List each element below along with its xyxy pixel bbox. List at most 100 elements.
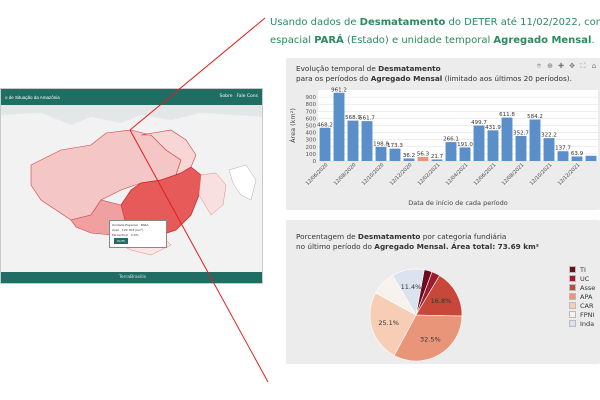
- pie-legend-label: FPNI: [580, 310, 595, 319]
- pie-slice-label: 32.5%: [420, 336, 441, 344]
- x-tick-label: 12/06/2020: [305, 162, 330, 187]
- x-tick-label: 12/12/2020: [389, 162, 414, 187]
- caption: Usando dados de Desmatamento do DETER at…: [270, 14, 600, 50]
- bar-value-label: 352.7: [513, 130, 529, 136]
- y-axis-label: Área (km²): [288, 108, 297, 143]
- x-tick-label: 12/06/2021: [473, 162, 498, 187]
- bar[interactable]: [445, 142, 457, 161]
- pie-legend-swatch: [569, 266, 576, 273]
- pie-chart[interactable]: 16.8% 32.5% 25.1% 11.4%: [286, 220, 486, 364]
- x-tick-label: 12/12/2021: [557, 162, 582, 187]
- footer-brand[interactable]: TerraBrasilis: [118, 275, 147, 280]
- y-tick-label: 700: [306, 109, 317, 115]
- pie-slice-label: 11.4%: [401, 283, 422, 291]
- map-dashboard: o de Situação da Amazônia Sobre Fale Con…: [0, 88, 263, 284]
- bar[interactable]: [501, 117, 513, 161]
- bar[interactable]: [361, 121, 373, 161]
- bar[interactable]: [529, 119, 541, 161]
- x-axis-label: Data de início de cada período: [408, 199, 508, 207]
- bar[interactable]: [417, 157, 429, 161]
- bar-value-label: 431.9: [485, 125, 501, 131]
- bar[interactable]: [515, 135, 527, 161]
- pie-legend-label: TI: [580, 265, 586, 274]
- bar-chart-title: Evolução temporal de Desmatamento para o…: [296, 64, 572, 83]
- pie-legend-item[interactable]: Inda: [569, 319, 595, 328]
- x-tick-label: 12/02/2021: [417, 162, 442, 187]
- expand-icon[interactable]: ⛶: [580, 62, 586, 70]
- bar-value-label: 468.2: [317, 122, 333, 128]
- pie-slice-label: 25.1%: [378, 319, 399, 327]
- bar-value-label: 611.8: [499, 112, 515, 118]
- bar[interactable]: [585, 155, 597, 161]
- pie-legend: TI UC Asse APA CAR FPNI Inda: [569, 265, 595, 328]
- pie-legend-swatch: [569, 293, 576, 300]
- pie-legend-label: Inda: [580, 319, 595, 328]
- popup-profile-button[interactable]: Perfil: [114, 238, 128, 244]
- zoom-icon[interactable]: ⊕: [547, 62, 553, 70]
- pie-legend-swatch: [569, 284, 576, 291]
- bar-value-label: 322.2: [541, 133, 557, 139]
- bar[interactable]: [487, 130, 499, 161]
- bar-value-label: 584.2: [527, 114, 543, 120]
- y-tick-label: 0: [313, 159, 317, 165]
- x-tick-label: 12/08/2020: [333, 162, 358, 187]
- map-header-title: o de Situação da Amazônia: [5, 94, 60, 100]
- bar[interactable]: [375, 146, 387, 161]
- bar[interactable]: [431, 159, 443, 161]
- pie-legend-item[interactable]: CAR: [569, 301, 595, 310]
- bar-value-label: 21.7: [431, 154, 444, 160]
- pie-legend-item[interactable]: Asse: [569, 283, 595, 292]
- contact-link[interactable]: Fale Cons: [236, 94, 258, 99]
- bar[interactable]: [333, 92, 345, 161]
- y-tick-label: 800: [306, 102, 317, 108]
- pan-icon[interactable]: ✥: [569, 62, 575, 70]
- home-icon[interactable]: ⌂: [591, 62, 597, 70]
- pie-slice[interactable]: [393, 314, 463, 362]
- pie-legend-label: APA: [580, 292, 593, 301]
- pie-chart-title: Porcentagem de Desmatamento por categori…: [296, 232, 539, 251]
- about-link[interactable]: Sobre: [219, 94, 233, 99]
- plus-icon[interactable]: ✚: [558, 62, 564, 70]
- pie-slice-label: 16.8%: [431, 297, 452, 305]
- pie-legend-swatch: [569, 311, 576, 318]
- bar[interactable]: [473, 125, 485, 161]
- y-tick-label: 500: [306, 124, 317, 130]
- pie-legend-item[interactable]: FPNI: [569, 310, 595, 319]
- pie-slice[interactable]: [415, 275, 463, 317]
- bar[interactable]: [389, 148, 401, 161]
- bar-value-label: 137.7: [555, 146, 571, 152]
- x-tick-label: 12/10/2021: [529, 162, 554, 187]
- amazon-map[interactable]: [1, 105, 263, 275]
- bar-value-label: 191.0: [457, 142, 473, 148]
- y-tick-label: 200: [306, 145, 317, 151]
- bar-value-label: 568.9: [345, 115, 361, 121]
- pie-slice[interactable]: [392, 268, 425, 316]
- bar-value-label: 961.2: [331, 87, 347, 93]
- caption-line-1: Usando dados de Desmatamento do DETER at…: [270, 17, 600, 28]
- x-tick-label: 12/10/2020: [361, 162, 386, 187]
- bar-value-label: 63.9: [571, 151, 584, 157]
- bar[interactable]: [459, 147, 471, 161]
- pie-slice[interactable]: [369, 292, 417, 356]
- chart-toolbar: ⌾ ⊕ ✚ ✥ ⛶ ⌂: [535, 62, 598, 70]
- bar[interactable]: [403, 158, 415, 161]
- map-footer: TerraBrasilis: [1, 272, 262, 283]
- bar[interactable]: [543, 138, 555, 161]
- camera-icon[interactable]: ⌾: [536, 62, 542, 70]
- pie-legend-swatch: [569, 320, 576, 327]
- pie-legend-swatch: [569, 302, 576, 309]
- pie-legend-item[interactable]: APA: [569, 292, 595, 301]
- y-tick-label: 600: [306, 116, 317, 122]
- pie-legend-item[interactable]: TI: [569, 265, 595, 274]
- bar-value-label: 173.3: [387, 143, 403, 149]
- bar[interactable]: [557, 151, 569, 161]
- pie-chart-card: Porcentagem de Desmatamento por categori…: [286, 220, 600, 364]
- bar[interactable]: [571, 156, 583, 161]
- x-tick-label: 12/04/2021: [445, 162, 470, 187]
- bar[interactable]: [347, 120, 359, 161]
- pie-legend-item[interactable]: UC: [569, 274, 595, 283]
- bar[interactable]: [319, 127, 331, 161]
- pie-legend-swatch: [569, 275, 576, 282]
- map-header: o de Situação da Amazônia Sobre Fale Con…: [1, 89, 262, 105]
